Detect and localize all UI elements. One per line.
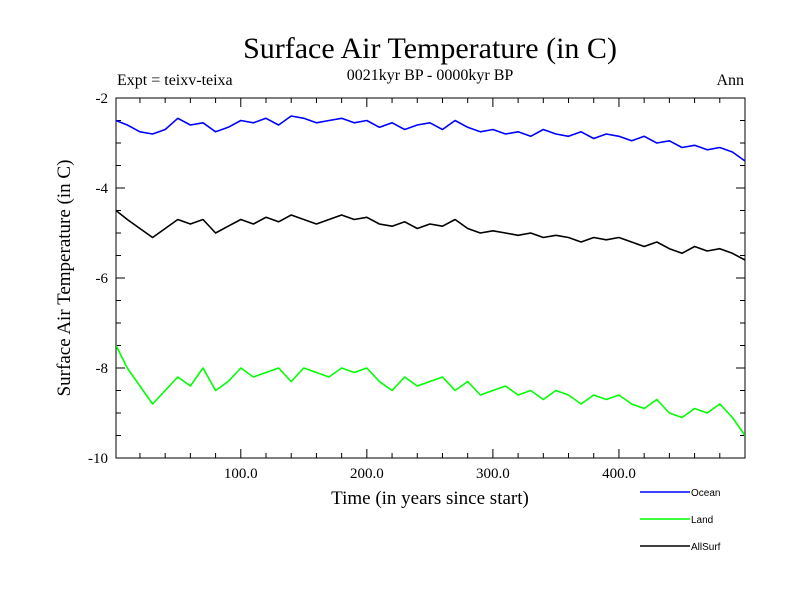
y-axis-label: Surface Air Temperature (in C)	[54, 160, 75, 397]
series-lines	[116, 115, 745, 436]
chart-subtitle: 0021kyr BP - 0000kyr BP	[347, 67, 514, 84]
y-tick-label: -2	[96, 91, 109, 107]
x-tick-label: 100.0	[224, 466, 258, 482]
y-tick-label: -10	[88, 451, 108, 467]
axis-tick-labels: 100.0 200.0 300.0 400.0 -10 -8 -6 -4 -2	[88, 91, 636, 482]
y-tick-label: -8	[96, 361, 109, 377]
legend-label-allsurf: AllSurf	[691, 542, 721, 553]
period-label: Ann	[716, 72, 744, 89]
expt-label: Expt = teixv-teixa	[117, 72, 233, 89]
series-line-land	[116, 345, 745, 436]
legend-label-land: Land	[691, 515, 713, 526]
chart-title: Surface Air Temperature (in C)	[243, 32, 617, 65]
y-tick-label: -6	[96, 271, 109, 287]
x-tick-label: 300.0	[476, 466, 510, 482]
series-line-allsurf	[116, 209, 745, 261]
x-tick-label: 200.0	[350, 466, 384, 482]
y-tick-label: -4	[96, 181, 109, 197]
legend-label-ocean: Ocean	[691, 488, 720, 499]
legend: Ocean Land AllSurf	[640, 488, 721, 553]
x-tick-label: 400.0	[602, 466, 636, 482]
series-line-ocean	[116, 115, 745, 162]
x-axis-label: Time (in years since start)	[331, 488, 529, 509]
axis-ticks	[116, 97, 745, 459]
